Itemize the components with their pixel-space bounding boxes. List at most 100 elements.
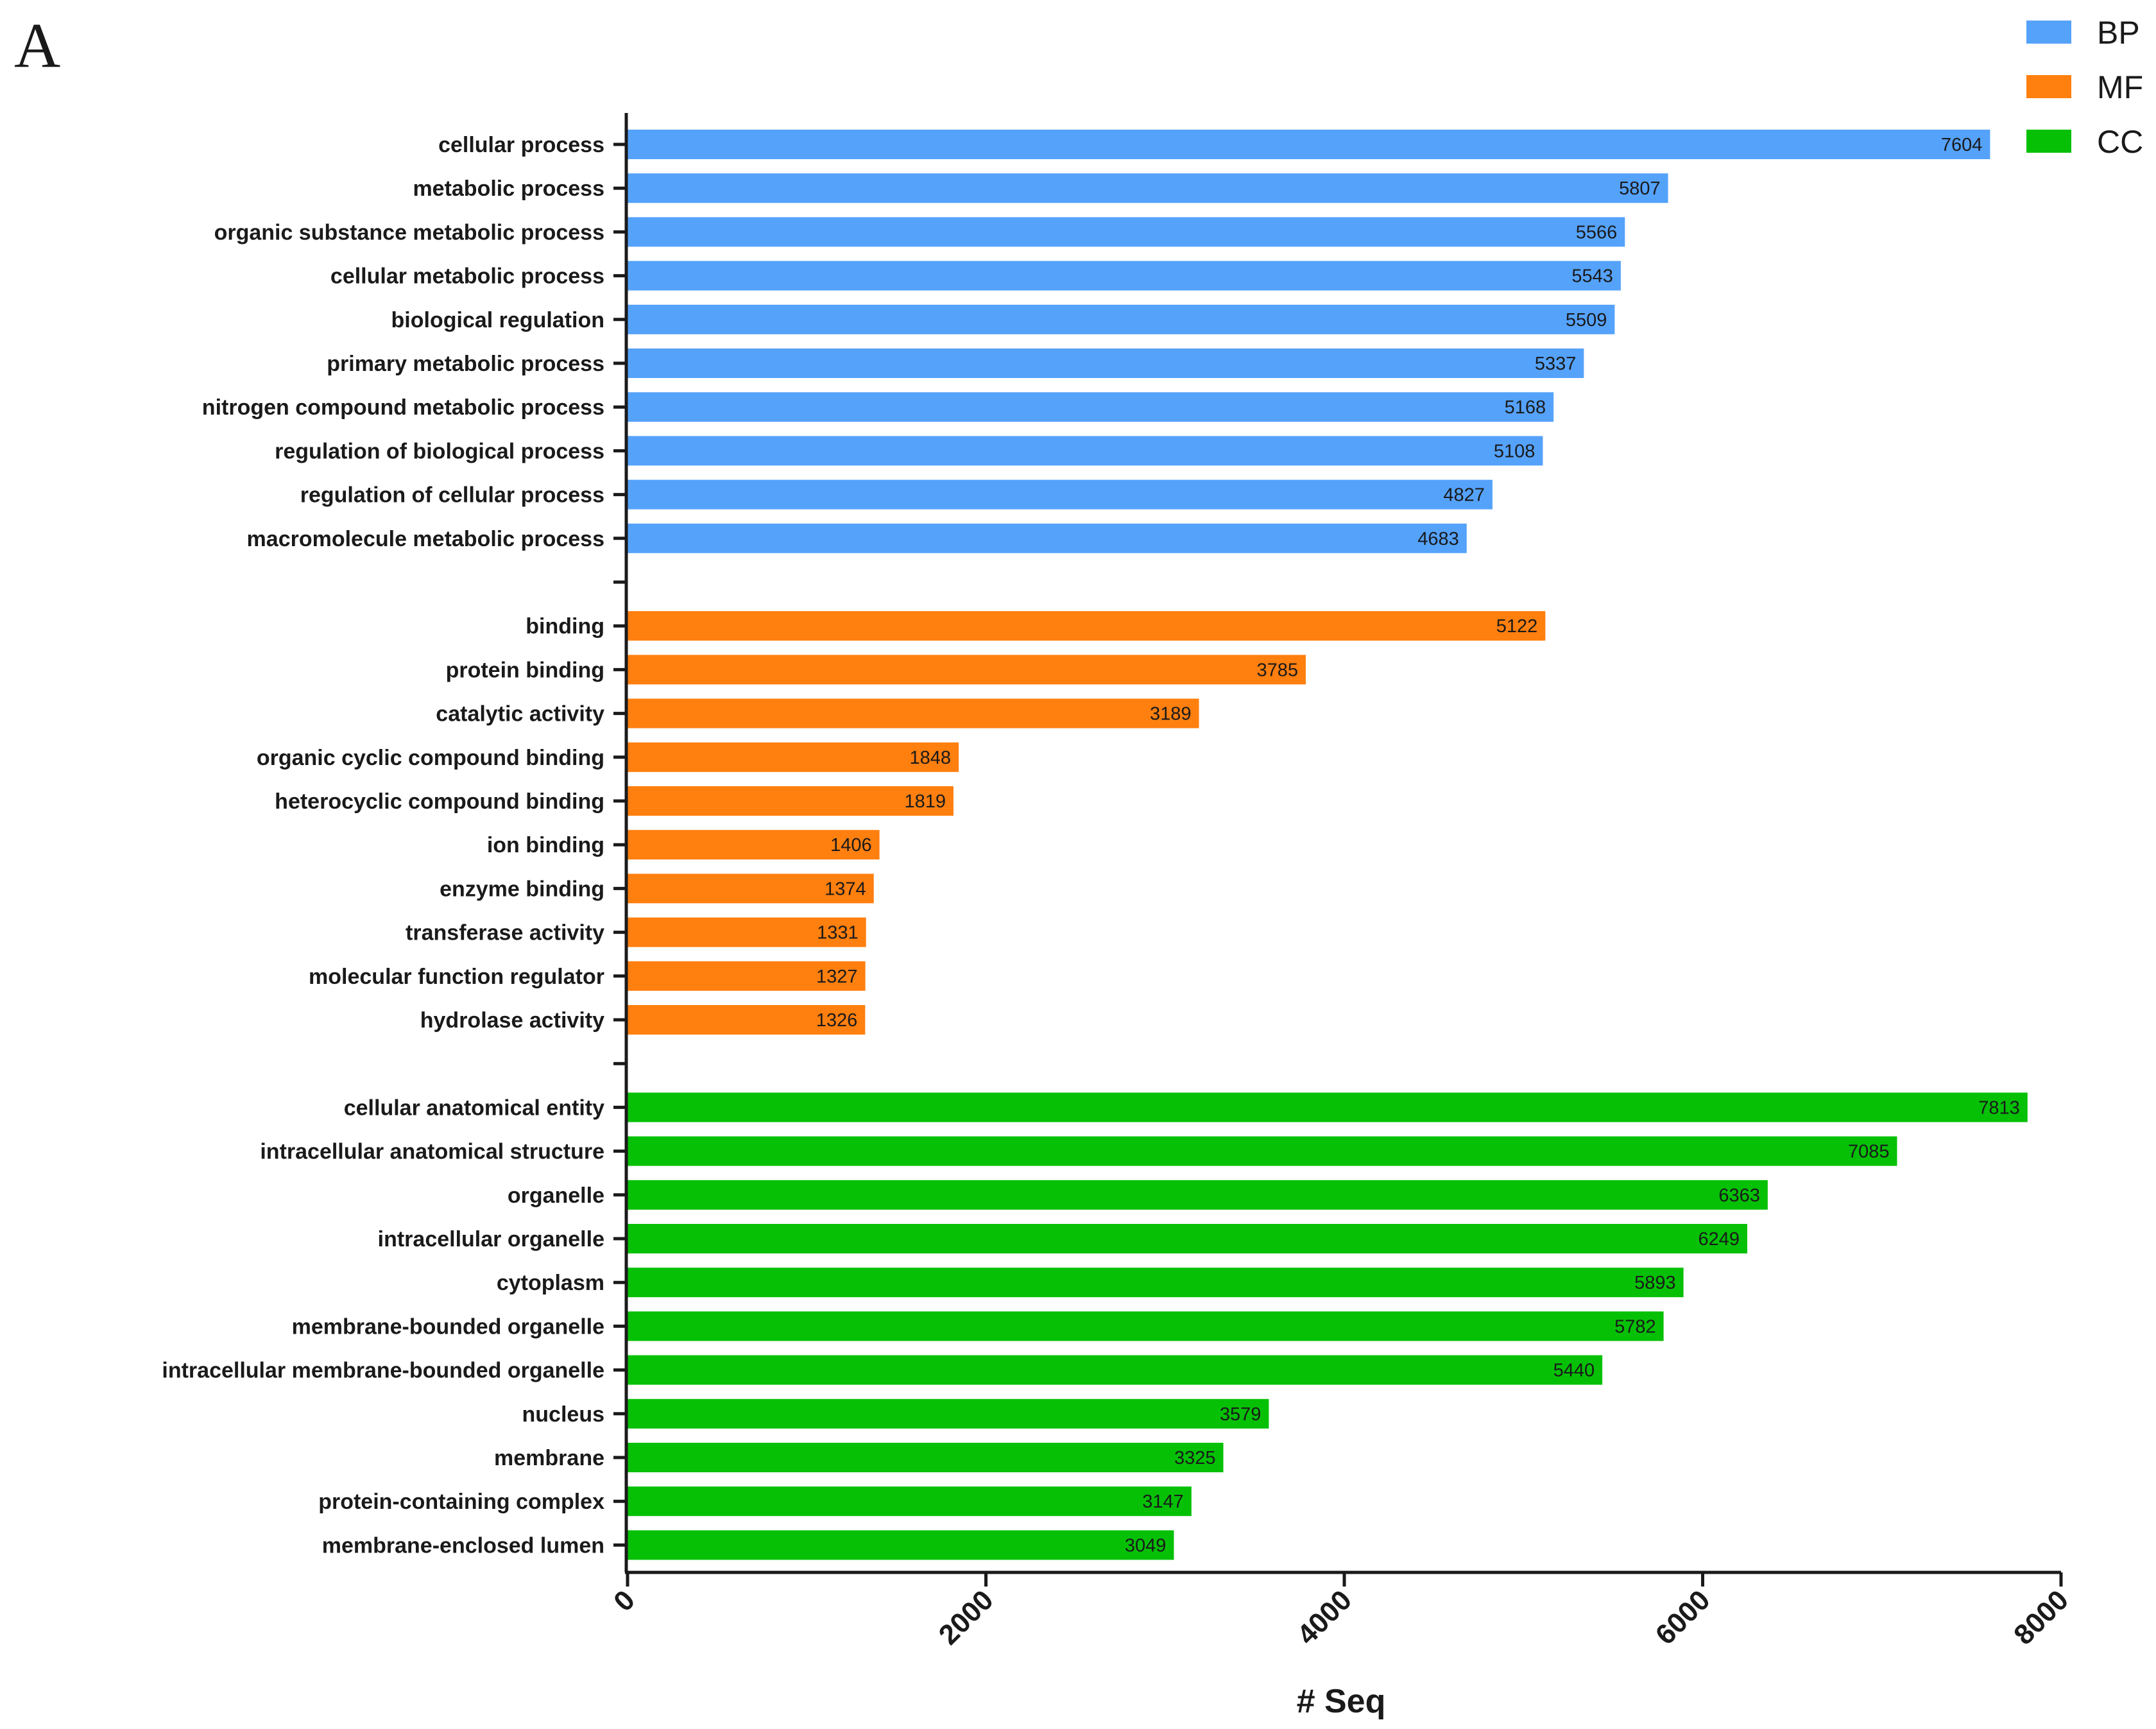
bar-regulation-of-cellular-process bbox=[628, 479, 1493, 510]
value-label-membrane-bounded-organelle: 5782 bbox=[1614, 1316, 1656, 1337]
value-label-metabolic-process: 5807 bbox=[1619, 178, 1661, 199]
category-label-membrane: membrane bbox=[494, 1446, 604, 1470]
value-label-regulation-of-biological-process: 5108 bbox=[1494, 441, 1536, 461]
value-label-enzyme-binding: 1374 bbox=[825, 879, 866, 899]
value-label-cellular-process: 7604 bbox=[1941, 135, 1983, 155]
category-label-enzyme-binding: enzyme binding bbox=[440, 877, 604, 901]
category-label-regulation-of-biological-process: regulation of biological process bbox=[275, 439, 604, 463]
value-label-cytoplasm: 5893 bbox=[1634, 1273, 1676, 1293]
value-label-primary-metabolic-process: 5337 bbox=[1535, 354, 1577, 374]
value-label-membrane: 3325 bbox=[1174, 1448, 1216, 1468]
category-label-ion-binding: ion binding bbox=[487, 833, 604, 857]
legend-label-mf: MF bbox=[2097, 69, 2143, 105]
legend-label-cc: CC bbox=[2097, 124, 2143, 160]
bar-biological-regulation bbox=[628, 304, 1615, 334]
category-label-membrane-bounded-organelle: membrane-bounded organelle bbox=[292, 1314, 604, 1339]
legend-item-mf: MF bbox=[2026, 69, 2143, 105]
value-label-catalytic-activity: 3189 bbox=[1150, 704, 1192, 725]
bar-nitrogen-compound-metabolic-process bbox=[628, 392, 1554, 422]
bar-intracellular-anatomical-structure bbox=[628, 1136, 1897, 1166]
category-label-macromolecule-metabolic-process: macromolecule metabolic process bbox=[247, 527, 604, 551]
category-label-cellular-anatomical-entity: cellular anatomical entity bbox=[344, 1096, 604, 1120]
category-label-intracellular-membrane-bounded-organelle: intracellular membrane-bounded organelle bbox=[162, 1359, 604, 1383]
category-label-protein-binding: protein binding bbox=[446, 658, 604, 682]
category-label-nitrogen-compound-metabolic-process: nitrogen compound metabolic process bbox=[202, 395, 604, 420]
category-label-molecular-function-regulator: molecular function regulator bbox=[309, 965, 604, 989]
value-label-hydrolase-activity: 1326 bbox=[816, 1010, 858, 1031]
bar-intracellular-organelle bbox=[628, 1224, 1748, 1253]
value-label-macromolecule-metabolic-process: 4683 bbox=[1417, 529, 1459, 549]
bar-enzyme-binding bbox=[628, 873, 874, 904]
bar-group-mf: 5122 binding 3785 protein binding 3189 cataly… bbox=[257, 611, 1546, 1035]
value-label-nucleus: 3579 bbox=[1220, 1404, 1262, 1425]
bar-organic-substance-metabolic-process bbox=[628, 217, 1625, 247]
bar-heterocyclic-compound-binding bbox=[628, 786, 954, 816]
category-label-organic-cyclic-compound-binding: organic cyclic compound binding bbox=[257, 746, 604, 770]
category-label-cellular-process: cellular process bbox=[438, 133, 604, 157]
value-label-organic-substance-metabolic-process: 5566 bbox=[1576, 222, 1618, 243]
category-label-hydrolase-activity: hydrolase activity bbox=[420, 1008, 604, 1033]
legend-item-bp: BP bbox=[2026, 15, 2140, 51]
category-label-cellular-metabolic-process: cellular metabolic process bbox=[330, 264, 604, 289]
value-label-organic-cyclic-compound-binding: 1848 bbox=[910, 748, 952, 768]
value-label-organelle: 6363 bbox=[1718, 1185, 1760, 1206]
value-label-intracellular-organelle: 6249 bbox=[1698, 1229, 1740, 1250]
bar-molecular-function-regulator bbox=[628, 961, 866, 991]
bar-protein-containing-complex bbox=[628, 1486, 1192, 1517]
bar-intracellular-membrane-bounded-organelle bbox=[628, 1355, 1603, 1385]
bar-macromolecule-metabolic-process bbox=[628, 523, 1467, 553]
category-label-intracellular-anatomical-structure: intracellular anatomical structure bbox=[260, 1140, 604, 1164]
value-label-intracellular-anatomical-structure: 7085 bbox=[1848, 1142, 1890, 1162]
bar-cytoplasm bbox=[628, 1268, 1684, 1298]
value-label-regulation-of-cellular-process: 4827 bbox=[1443, 485, 1485, 506]
bar-transferase-activity bbox=[628, 917, 866, 947]
bar-catalytic-activity bbox=[628, 698, 1199, 728]
value-label-cellular-anatomical-entity: 7813 bbox=[1978, 1097, 2020, 1118]
value-label-cellular-metabolic-process: 5543 bbox=[1571, 266, 1613, 287]
value-label-biological-regulation: 5509 bbox=[1566, 310, 1607, 331]
value-label-molecular-function-regulator: 1327 bbox=[816, 967, 858, 987]
category-label-nucleus: nucleus bbox=[522, 1402, 604, 1427]
bar-organic-cyclic-compound-binding bbox=[628, 742, 959, 772]
panel-label: A bbox=[14, 10, 60, 81]
value-label-protein-containing-complex: 3147 bbox=[1142, 1492, 1184, 1512]
bar-organelle bbox=[628, 1180, 1768, 1210]
value-label-heterocyclic-compound-binding: 1819 bbox=[904, 791, 946, 812]
bar-group-bp: 7604 cellular process 5807 metabolic proces… bbox=[202, 130, 1990, 553]
legend-swatch-cc bbox=[2026, 130, 2071, 153]
category-label-protein-containing-complex: protein-containing complex bbox=[318, 1490, 604, 1514]
x-tick-label-8000: 8000 bbox=[2008, 1584, 2075, 1651]
x-tick-label-2000: 2000 bbox=[933, 1584, 1000, 1651]
bar-regulation-of-biological-process bbox=[628, 436, 1543, 466]
legend-item-cc: CC bbox=[2026, 124, 2143, 160]
bar-membrane-enclosed-lumen bbox=[628, 1530, 1174, 1560]
bar-membrane-bounded-organelle bbox=[628, 1311, 1664, 1341]
legend-swatch-mf bbox=[2026, 75, 2071, 98]
x-tick-label-6000: 6000 bbox=[1650, 1584, 1716, 1651]
legend: BP MF CC bbox=[2026, 15, 2143, 160]
category-label-primary-metabolic-process: primary metabolic process bbox=[327, 352, 604, 376]
x-tick-label-4000: 4000 bbox=[1291, 1584, 1358, 1651]
bar-cellular-anatomical-entity bbox=[628, 1092, 2028, 1123]
category-label-organelle: organelle bbox=[508, 1183, 604, 1208]
category-label-metabolic-process: metabolic process bbox=[413, 176, 604, 201]
bar-membrane bbox=[628, 1443, 1224, 1472]
bar-binding bbox=[628, 611, 1546, 641]
value-label-transferase-activity: 1331 bbox=[817, 923, 859, 943]
value-label-ion-binding: 1406 bbox=[830, 835, 872, 856]
bar-protein-binding bbox=[628, 655, 1306, 685]
bar-nucleus bbox=[628, 1398, 1269, 1429]
value-label-intracellular-membrane-bounded-organelle: 5440 bbox=[1553, 1361, 1595, 1381]
category-label-transferase-activity: transferase activity bbox=[406, 921, 604, 945]
bar-ion-binding bbox=[628, 830, 880, 860]
value-label-membrane-enclosed-lumen: 3049 bbox=[1125, 1535, 1167, 1556]
bar-group-cc: 7813 cellular anatomical entity 7085 intrac… bbox=[162, 1092, 2028, 1560]
legend-swatch-bp bbox=[2026, 21, 2071, 44]
legend-label-bp: BP bbox=[2097, 15, 2140, 51]
category-label-biological-regulation: biological regulation bbox=[391, 308, 604, 332]
x-tick-label-0: 0 bbox=[608, 1584, 641, 1617]
bar-metabolic-process bbox=[628, 173, 1668, 203]
bar-cellular-metabolic-process bbox=[628, 261, 1621, 291]
